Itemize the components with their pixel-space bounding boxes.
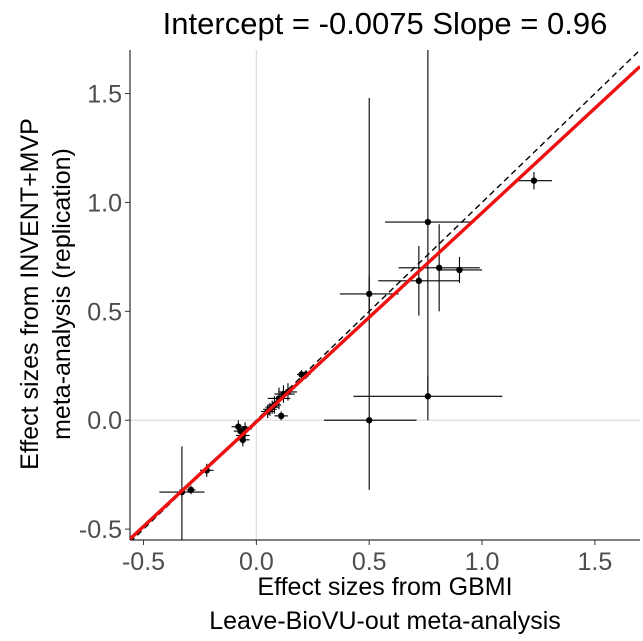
data-point <box>531 177 537 183</box>
y-tick-label: 1.5 <box>87 81 122 109</box>
y-tick-label: 0.0 <box>87 407 122 435</box>
y-tick-label: 0.5 <box>87 298 122 326</box>
x-axis-title: Effect sizes from GBMI Leave-BioVU-out m… <box>209 573 561 635</box>
x-tick-label: 1.5 <box>577 548 612 576</box>
data-point <box>278 413 284 419</box>
plot-area: -0.5 0.0 0.5 1.0 1.5 -0.5 0.0 0.5 1.0 1.5 <box>79 50 640 576</box>
data-point <box>456 267 462 273</box>
regression-fit-line <box>130 66 640 538</box>
y-axis-title: Effect sizes from INVENT+MVP meta-analys… <box>16 118 76 470</box>
x-tick-label: -0.5 <box>122 548 165 576</box>
y-axis-title-line-1: Effect sizes from INVENT+MVP <box>16 118 44 470</box>
data-point <box>235 424 241 430</box>
chart-title: Intercept = -0.0075 Slope = 0.96 <box>163 6 608 41</box>
data-point <box>366 417 372 423</box>
x-tick-label: 0.5 <box>352 548 387 576</box>
y-axis-title-line-2: meta-analysis (replication) <box>48 148 76 440</box>
x-axis-title-line-1: Effect sizes from GBMI <box>257 573 512 601</box>
data-point <box>425 393 431 399</box>
x-tick-label: 0.0 <box>239 548 274 576</box>
data-point <box>416 278 422 284</box>
y-tick-label: 1.0 <box>87 189 122 217</box>
data-point <box>188 487 194 493</box>
x-axis-title-line-2: Leave-BioVU-out meta-analysis <box>209 607 561 635</box>
data-point <box>425 219 431 225</box>
data-point <box>436 265 442 271</box>
data-point <box>366 291 372 297</box>
y-tick-label: -0.5 <box>79 516 122 544</box>
x-tick-label: 1.0 <box>465 548 500 576</box>
